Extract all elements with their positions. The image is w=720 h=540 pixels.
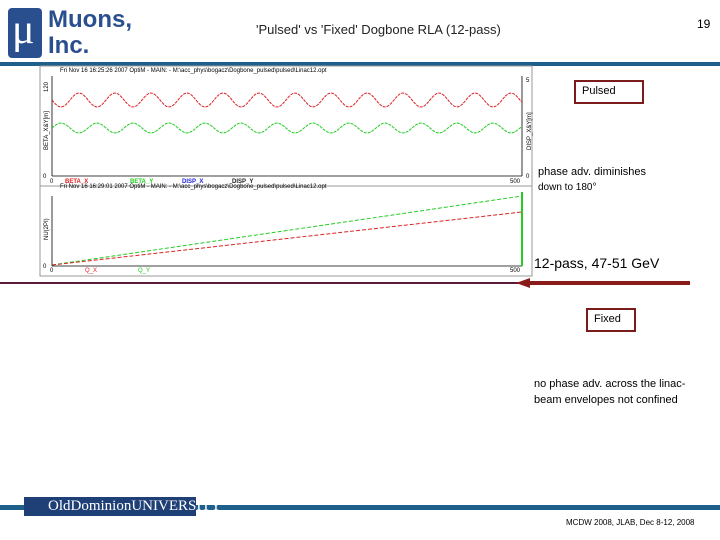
- tick-label: 500: [510, 179, 521, 185]
- legend-entry: BETA_Y: [130, 179, 153, 185]
- note: 12-pass, 47-51 GeV: [534, 255, 660, 271]
- legend-entry: BETA_X: [65, 179, 88, 185]
- tick-label: 0: [43, 264, 47, 270]
- note: beam envelopes not confined: [534, 394, 678, 406]
- legend-entry: Q_X: [85, 268, 97, 274]
- tick-label: 120: [44, 81, 50, 92]
- note: down to 180°: [538, 182, 597, 193]
- note: no phase adv. across the linac-: [534, 378, 686, 390]
- axis-label: NU(2PI): [44, 218, 50, 240]
- legend-entry: DISP_X: [182, 179, 203, 185]
- axis-label: BETA_X&Y[m]: [44, 111, 50, 150]
- page-number: 19: [697, 17, 711, 31]
- plot-frame: [39, 65, 533, 187]
- logo-word: Dominion: [70, 498, 132, 514]
- university-logo: OldDominionUNIVERSITY: [24, 497, 221, 516]
- plot-caption: Fri Nov 16 16:29:01 2007 OptiM - MAIN: -…: [60, 184, 327, 190]
- logo-box: [8, 8, 42, 58]
- label-box: Pulsed: [574, 80, 644, 104]
- slide-title: 'Pulsed' vs 'Fixed' Dogbone RLA (12-pass…: [256, 22, 501, 37]
- logo-word: UNIVERSITY: [131, 498, 222, 514]
- tick-label: 5: [526, 78, 530, 84]
- tick-label: 500: [510, 268, 521, 274]
- logo-text: Muons,: [48, 6, 132, 33]
- beta-curve: [51, 92, 523, 108]
- phase-curve: [51, 211, 523, 266]
- note: phase adv. diminishes: [538, 166, 647, 178]
- logo-text: Inc.: [48, 32, 90, 59]
- axis-label: DISP_X&Y[m]: [527, 112, 533, 150]
- phase-curve: [51, 195, 523, 266]
- logo-word: Old: [48, 498, 71, 514]
- top-rule: [0, 62, 720, 66]
- legend-entry: DISP_Y: [232, 179, 253, 185]
- bottom-rule: [0, 505, 720, 510]
- tick-label: 0: [50, 268, 54, 274]
- arrow-head: [516, 278, 530, 288]
- footer-text: MCDW 2008, JLAB, Dec 8-12, 2008: [566, 518, 695, 527]
- plot-caption: Fri Nov 16 16:25:26 2007 OptiM - MAIN: -…: [60, 68, 327, 74]
- label-box: Fixed: [586, 308, 636, 332]
- beta-curve: [51, 122, 523, 134]
- tick-label: 0: [526, 174, 530, 180]
- tick-label: 0: [50, 179, 54, 185]
- logo-symbol: μ: [12, 7, 35, 53]
- legend-entry: Q_Y: [138, 268, 150, 274]
- plots: Fri Nov 16 16:25:26 2007 OptiM - MAIN: -…: [0, 65, 690, 288]
- tick-label: 0: [43, 174, 47, 180]
